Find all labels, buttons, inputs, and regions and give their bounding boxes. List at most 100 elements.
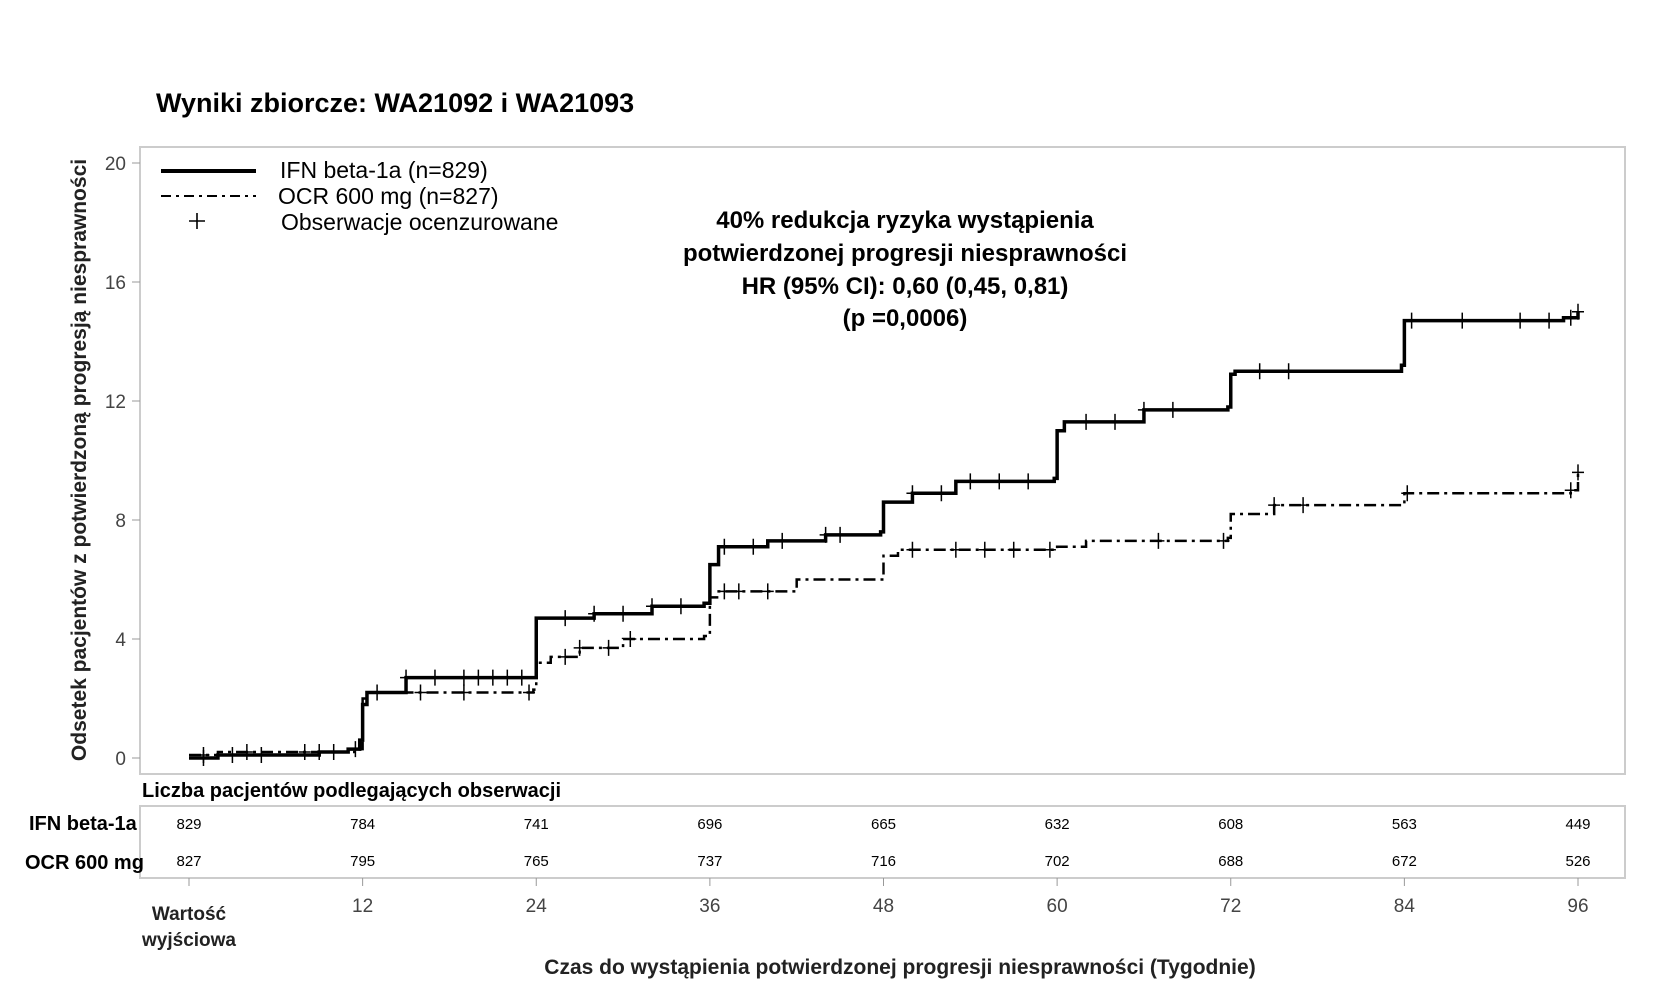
censor-mark [1514,312,1527,329]
risk-table-title: Liczba pacjentów podlegających obserwacj… [142,780,561,802]
censor-mark [1543,312,1556,329]
censor-mark [776,532,789,549]
legend-censor-icon [189,213,205,229]
censor-mark [747,538,760,555]
x-tick-label: 96 [1567,896,1588,917]
censor-mark [1152,532,1165,549]
censor-mark [501,669,514,686]
risk-table-value: 741 [524,816,549,833]
censor-mark [624,631,637,647]
censor-mark [1401,485,1414,502]
censor-mark [197,747,210,764]
risk-table-value: 696 [697,816,722,833]
censor-mark [559,648,572,665]
risk-table-value: 829 [176,816,201,833]
risk-table-frame [139,805,1626,879]
plot-frame [139,146,1626,775]
censor-mark [457,669,470,686]
x-tick-label: wyjściowa [141,930,236,951]
censor-mark [1572,464,1584,481]
censor-mark [718,583,731,600]
censor-mark [457,684,470,701]
censor-mark [949,541,962,558]
censor-mark [1456,312,1469,329]
censor-mark [573,639,586,656]
censor-mark [515,669,528,686]
censor-mark [1217,532,1230,549]
censor-mark [935,485,948,502]
censor-mark [674,598,687,615]
censor-mark [1564,309,1577,326]
risk-table-value: 563 [1392,816,1417,833]
x-tick-label: 72 [1220,896,1241,917]
censor-mark [523,684,536,701]
censor-mark [226,747,239,764]
censor-mark [617,605,630,622]
censor-mark [1080,413,1093,430]
annotation-line-2: potwierdzonej progresji niesprawności [683,240,1127,267]
censor-mark [255,747,268,764]
risk-row-label-ifn: IFN beta-1a [29,813,138,835]
risk-table-value: 526 [1565,853,1590,870]
annotation-line-3: HR (95% CI): 0,60 (0,45, 0,81) [742,273,1069,300]
censor-mark [559,610,572,627]
censor-mark [400,669,413,686]
risk-table-value: 608 [1218,816,1243,833]
censor-mark [1166,401,1179,418]
censor-mark [486,669,499,686]
censor-mark [761,583,774,600]
risk-table-value: 688 [1218,853,1243,870]
risk-table-value: 795 [350,853,375,870]
risk-table-value: 737 [697,853,722,870]
risk-table-value: 827 [176,853,201,870]
annotation: 40% redukcja ryzyka wystąpienia potwierd… [683,207,1127,332]
censor-mark [718,538,731,555]
censor-mark [414,684,427,701]
y-axis-label: Odsetek pacjentów z potwierdzoną progres… [68,159,91,761]
risk-table-value: 765 [524,853,549,870]
censor-mark [602,639,615,656]
x-tick-label: 48 [873,896,894,917]
censor-mark [646,598,658,615]
censor-mark [1137,401,1150,418]
censor-mark [1572,303,1584,320]
risk-table-value: 672 [1392,853,1417,870]
censor-mark [1043,541,1056,558]
censor-mark [1282,363,1295,380]
chart-title: Wyniki zbiorcze: WA21092 i WA21093 [156,88,634,118]
censor-mark [906,485,919,502]
censor-mark [993,473,1006,490]
x-tick-label: Wartość [152,904,227,925]
y-tick-label: 16 [105,273,126,294]
risk-row-label-ocr: OCR 600 mg [25,852,144,874]
censor-mark [1564,482,1577,499]
annotation-line-4: (p =0,0006) [843,305,968,332]
y-tick-label: 8 [115,511,126,532]
censor-mark [298,744,311,761]
censor-mark [1297,497,1310,514]
x-tick-label: 24 [526,896,548,917]
censor-mark [472,669,485,686]
x-tick-label: 36 [699,896,720,917]
censor-mark [428,669,441,686]
risk-table-value: 449 [1565,816,1590,833]
risk-table-value: 716 [871,853,896,870]
x-axis-label: Czas do wystąpienia potwierdzonej progre… [544,956,1255,979]
y-tick-label: 12 [105,392,126,413]
annotation-line-1: 40% redukcja ryzyka wystąpienia [716,207,1094,234]
censor-mark [819,526,832,543]
x-tick-label: 84 [1394,896,1416,917]
legend-label-ifn: IFN beta-1a (n=829) [280,157,488,183]
censor-mark [978,541,991,558]
censor-mark [1109,413,1121,430]
curve-ifn [189,311,1580,760]
x-tick-label: 60 [1047,896,1068,917]
censor-mark [240,744,253,761]
censor-mark [964,473,977,490]
risk-table-value: 702 [1045,853,1070,870]
y-tick-label: 0 [115,749,126,770]
risk-table-value: 632 [1045,816,1070,833]
censor-mark [1268,497,1281,514]
x-tick-label: 12 [352,896,373,917]
